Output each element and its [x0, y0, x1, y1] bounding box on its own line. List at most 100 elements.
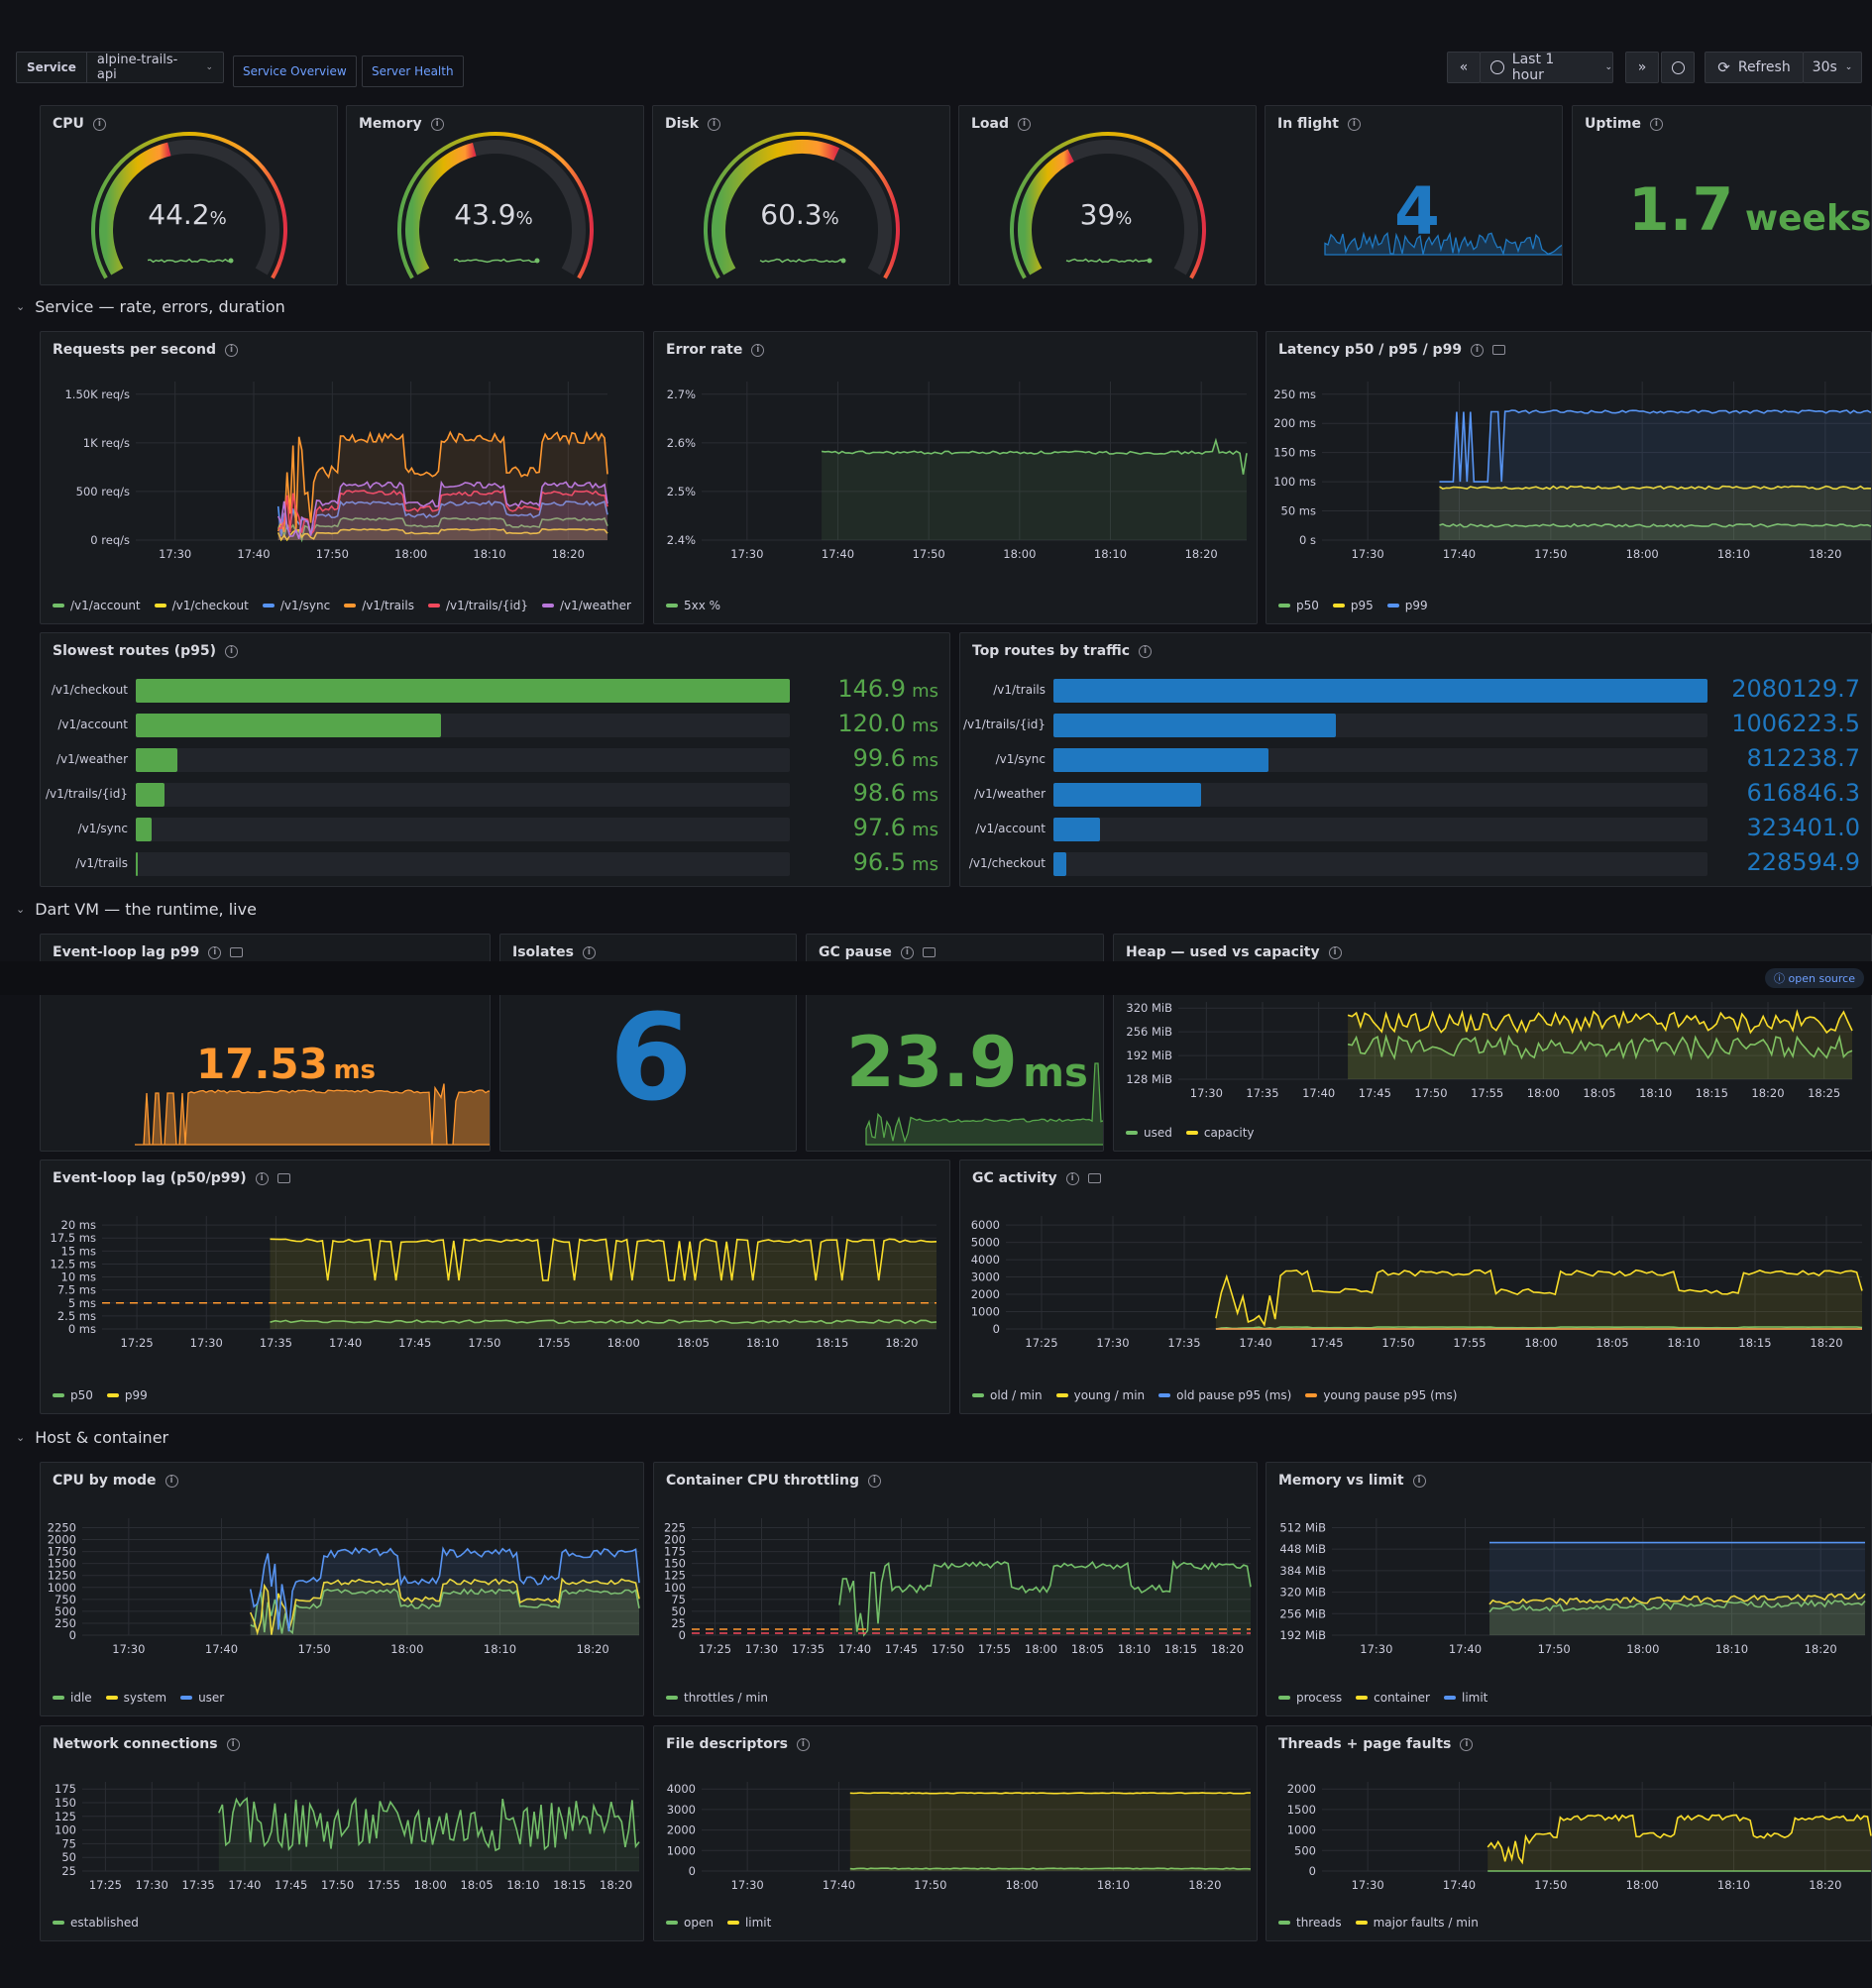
legend-item[interactable]: /v1/weather — [541, 599, 631, 612]
info-icon[interactable]: i — [255, 1171, 269, 1185]
legend-item[interactable]: capacity — [1185, 1126, 1255, 1140]
gc-pause-title: GC pause i — [819, 944, 936, 960]
bar-value: 98.6 ms — [800, 779, 938, 807]
legend-item[interactable]: /v1/checkout — [154, 599, 249, 612]
legend-item[interactable]: young pause p95 (ms) — [1305, 1388, 1457, 1402]
time-shift-forward-button[interactable]: » — [1625, 52, 1659, 83]
refresh-button[interactable]: ⟳ Refresh — [1705, 52, 1804, 83]
legend-item[interactable]: container — [1356, 1691, 1430, 1705]
legend-item[interactable]: established — [53, 1916, 139, 1930]
x-tick-label: 18:20 — [885, 1336, 918, 1350]
x-tick-label: 18:15 — [553, 1878, 586, 1892]
legend-item[interactable]: p99 — [1386, 599, 1428, 612]
service-variable-select[interactable]: alpine-trails-api ⌄ — [87, 53, 223, 82]
info-icon[interactable]: i — [1471, 343, 1485, 357]
threads-panel: Threads + page faults i 0 500 1000 1500 2000 1… — [1266, 1725, 1872, 1941]
el-p99-value: 17.53 ms — [196, 1040, 376, 1088]
legend-item[interactable]: young / min — [1055, 1388, 1145, 1402]
refresh-interval-picker[interactable]: 30s ⌄ — [1803, 52, 1862, 83]
info-icon[interactable]: i — [1328, 945, 1342, 959]
x-tick-label: 18:05 — [1596, 1336, 1628, 1350]
legend-item[interactable]: p99 — [106, 1388, 148, 1402]
memory-gauge-panel: Memory i 43.9% — [346, 105, 644, 285]
y-tick-label: 256 MiB — [1279, 1606, 1326, 1620]
gauge-title: Load — [971, 116, 1010, 132]
legend-item[interactable]: /v1/trails — [344, 599, 414, 612]
info-icon[interactable]: i — [796, 1737, 810, 1751]
series-area — [277, 517, 607, 540]
legend-item[interactable]: 5xx % — [666, 599, 720, 612]
legend-label: idle — [70, 1691, 92, 1705]
row-title: Host & container — [35, 1428, 169, 1447]
legend-item[interactable]: throttles / min — [666, 1691, 768, 1705]
info-icon[interactable]: i — [1065, 1171, 1079, 1185]
series-area — [1489, 1601, 1865, 1635]
info-icon[interactable]: i — [1412, 1474, 1426, 1488]
legend-item[interactable]: used — [1126, 1126, 1172, 1140]
legend-item[interactable]: major faults / min — [1355, 1916, 1479, 1930]
legend-item[interactable]: p95 — [1332, 599, 1374, 612]
legend-item[interactable]: system — [105, 1691, 166, 1705]
info-icon[interactable]: i — [1460, 1737, 1474, 1751]
info-icon[interactable]: i — [208, 945, 222, 959]
x-tick-label: 18:00 — [1003, 547, 1036, 561]
open-source-badge[interactable]: ⓘ open source — [1765, 968, 1864, 988]
info-icon[interactable]: i — [225, 644, 239, 658]
info-icon[interactable]: i — [867, 1474, 881, 1488]
legend-item[interactable]: limit — [726, 1916, 771, 1930]
legend-item[interactable]: user — [180, 1691, 224, 1705]
legend-item[interactable]: /v1/account — [53, 599, 141, 612]
gauge-sparkline — [453, 258, 538, 264]
info-icon[interactable]: i — [430, 117, 444, 131]
legend-item[interactable]: p50 — [1278, 599, 1319, 612]
info-icon[interactable]: i — [225, 343, 239, 357]
info-icon[interactable]: i — [582, 945, 596, 959]
info-icon[interactable]: i — [900, 945, 914, 959]
series-line — [276, 499, 608, 537]
bar-label: /v1/sync — [995, 752, 1046, 766]
legend-item[interactable]: open — [666, 1916, 714, 1930]
info-icon[interactable]: i — [1649, 117, 1663, 131]
bar-track — [1053, 748, 1707, 772]
bar-value-number: 96.5 — [852, 848, 907, 876]
info-icon[interactable]: i — [1347, 117, 1361, 131]
x-tick-label: 17:30 — [190, 1336, 223, 1350]
row-header-dartvm[interactable]: ⌄ Dart VM — the runtime, live — [16, 900, 257, 919]
legend-item[interactable]: process — [1278, 1691, 1342, 1705]
info-icon[interactable]: i — [226, 1737, 240, 1751]
bar-value: 812238.7 — [1717, 744, 1860, 772]
service-overview-link[interactable]: Service Overview — [233, 55, 357, 87]
x-tick-label: 17:30 — [745, 1642, 778, 1656]
bar-fill — [136, 818, 152, 841]
legend-item[interactable]: p50 — [53, 1388, 93, 1402]
info-icon[interactable]: i — [92, 117, 106, 131]
legend-item[interactable]: /v1/sync — [262, 599, 330, 612]
legend-item[interactable]: threads — [1278, 1916, 1342, 1930]
database-icon — [1087, 1173, 1101, 1183]
server-health-link[interactable]: Server Health — [362, 55, 464, 87]
info-icon[interactable]: i — [1018, 117, 1032, 131]
uptime-number: 1.7 — [1628, 175, 1734, 245]
legend-item[interactable]: old pause p95 (ms) — [1158, 1388, 1291, 1402]
legend-item[interactable]: /v1/trails/{id} — [427, 599, 528, 612]
info-icon[interactable]: i — [708, 117, 721, 131]
el-p99-unit: ms — [333, 1055, 377, 1085]
zoom-out-button[interactable] — [1661, 52, 1695, 83]
panel-title-text: Requests per second — [53, 342, 217, 358]
gauge-sparkline — [1065, 258, 1151, 264]
time-range-picker[interactable]: Last 1 hour ⌄ — [1480, 52, 1613, 83]
row-header-host[interactable]: ⌄ Host & container — [16, 1428, 168, 1447]
info-icon[interactable]: i — [751, 343, 765, 357]
legend-item[interactable]: idle — [53, 1691, 92, 1705]
x-tick-label: 17:50 — [1414, 1086, 1447, 1100]
legend-item[interactable]: limit — [1443, 1691, 1487, 1705]
y-tick-label: 320 MiB — [1279, 1586, 1326, 1600]
info-icon[interactable]: i — [165, 1474, 178, 1488]
time-shift-back-button[interactable]: « — [1447, 52, 1481, 83]
row-header-service[interactable]: ⌄ Service — rate, errors, duration — [16, 297, 285, 316]
bar-track — [136, 818, 790, 841]
legend-item[interactable]: old / min — [972, 1388, 1043, 1402]
info-icon[interactable]: i — [1139, 644, 1153, 658]
service-variable[interactable]: Service alpine-trails-api ⌄ — [16, 52, 224, 83]
gauge-value: 39% — [1080, 198, 1133, 231]
